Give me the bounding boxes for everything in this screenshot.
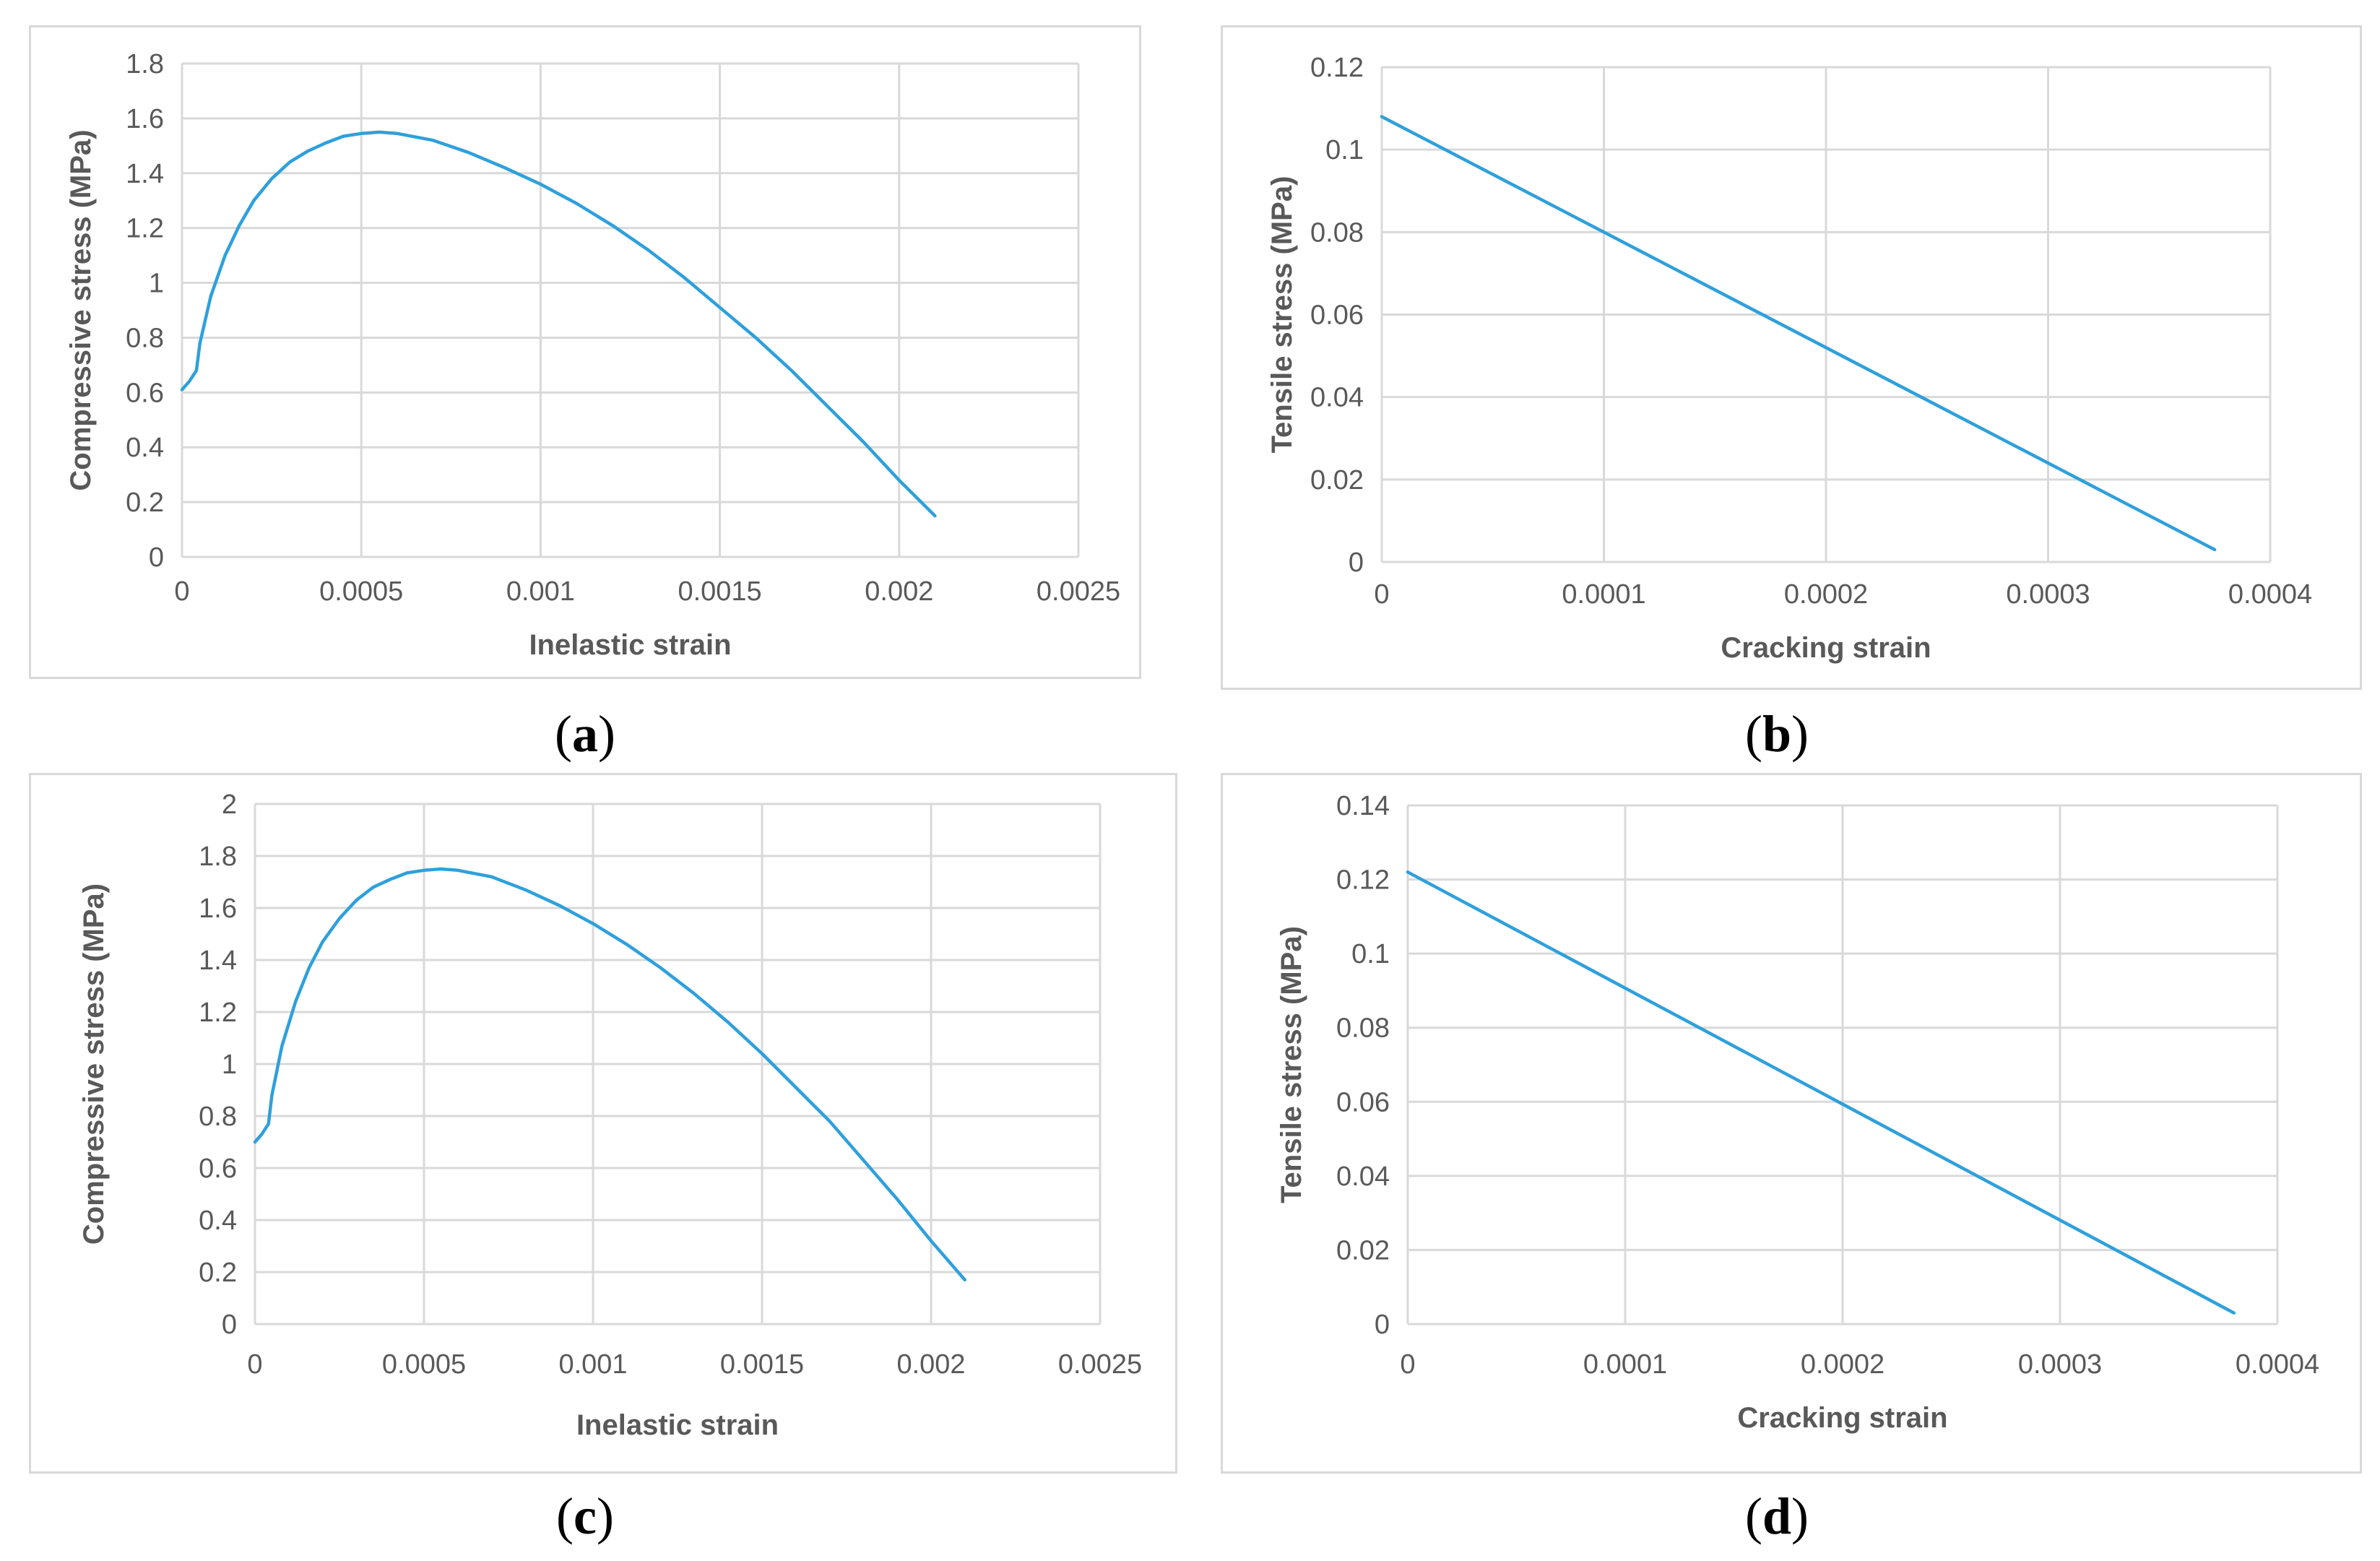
y-tick-label: 0.1 bbox=[1325, 135, 1364, 165]
chart-panel-c: 0 0.2 0.4 0.6 0.8 1 1.2 1.4 1.6 1.8 2 0 0.0005 0.001 0… bbox=[29, 773, 1177, 1474]
x-tick-label: 0 bbox=[1400, 1349, 1415, 1380]
y-tick-label: 0.6 bbox=[126, 378, 164, 408]
x-tick-label: 0.0004 bbox=[2236, 1349, 2319, 1380]
caption-b: (b) bbox=[1744, 705, 1809, 763]
y-tick-label: 2 bbox=[222, 790, 237, 820]
series-line-tensile bbox=[1406, 870, 2236, 1315]
x-tick-label: 0.0005 bbox=[382, 1349, 466, 1380]
y-tick-label: 0.12 bbox=[1310, 53, 1364, 83]
y-tick-label: 0.06 bbox=[1336, 1087, 1390, 1117]
y-tick-label: 0.2 bbox=[126, 488, 164, 518]
x-tick-label: 0.0025 bbox=[1058, 1349, 1142, 1380]
y-tick-label: 1.8 bbox=[126, 49, 164, 79]
chart-a-svg: 0 0.2 0.4 0.6 0.8 1 1.2 1.4 1.6 1.8 0 0.0005 0.001 0.… bbox=[65, 49, 1120, 661]
x-tick-label: 0.0015 bbox=[720, 1349, 804, 1380]
x-tick-label: 0.0001 bbox=[1583, 1349, 1667, 1380]
x-tick-label: 0.002 bbox=[865, 576, 933, 607]
y-tick-label: 0.04 bbox=[1310, 383, 1364, 413]
y-tick-label: 0.08 bbox=[1310, 217, 1364, 248]
x-tick-label: 0.001 bbox=[506, 576, 575, 607]
caption-a: (a) bbox=[555, 705, 615, 763]
x-tick-label: 0.0015 bbox=[678, 576, 761, 607]
y-tick-label: 1.6 bbox=[199, 894, 237, 924]
y-tick-label: 1.2 bbox=[199, 998, 237, 1028]
x-tick-label: 0.001 bbox=[558, 1349, 627, 1380]
caption-c: (c) bbox=[556, 1487, 614, 1545]
x-tick-label: 0 bbox=[247, 1349, 262, 1380]
y-tick-label: 0 bbox=[1375, 1310, 1390, 1340]
x-tick-label: 0.0003 bbox=[2006, 579, 2090, 610]
y-tick-label: 0.06 bbox=[1310, 300, 1364, 331]
x-axis-title: Cracking strain bbox=[1721, 632, 1931, 664]
y-tick-label: 0.08 bbox=[1336, 1013, 1390, 1044]
y-axis-title: Tensile stress (MPa) bbox=[1266, 176, 1298, 454]
y-tick-label: 0.8 bbox=[126, 323, 164, 353]
y-tick-label: 0.04 bbox=[1336, 1162, 1390, 1192]
x-tick-label: 0.0005 bbox=[319, 576, 403, 607]
x-tick-label: 0.0002 bbox=[1801, 1349, 1884, 1380]
x-tick-label: 0.0025 bbox=[1037, 576, 1120, 607]
chart-panel-d: 0 0.02 0.04 0.06 0.08 0.1 0.12 0.14 0 0.0001 0.000… bbox=[1221, 773, 2362, 1474]
x-tick-label: 0.0003 bbox=[2018, 1349, 2102, 1380]
y-tick-label: 0.12 bbox=[1336, 865, 1390, 896]
y-tick-label: 1.4 bbox=[126, 159, 164, 189]
series-line-compressive bbox=[253, 867, 967, 1282]
chart-c-svg: 0 0.2 0.4 0.6 0.8 1 1.2 1.4 1.6 1.8 2 0 0.0005 0.001 0… bbox=[78, 790, 1142, 1441]
x-axis-title: Cracking strain bbox=[1737, 1402, 1947, 1434]
y-tick-label: 0.02 bbox=[1310, 465, 1364, 496]
y-tick-label: 1 bbox=[149, 269, 164, 299]
x-tick-label: 0 bbox=[174, 576, 189, 607]
y-tick-label: 0.2 bbox=[199, 1258, 237, 1288]
y-tick-label: 0.4 bbox=[199, 1206, 237, 1236]
y-tick-label: 1.6 bbox=[126, 104, 164, 134]
y-tick-label: 0.14 bbox=[1336, 791, 1390, 821]
y-tick-label: 1.8 bbox=[199, 842, 237, 872]
x-axis-title: Inelastic strain bbox=[576, 1409, 779, 1441]
x-tick-label: 0 bbox=[1374, 579, 1389, 610]
x-tick-label: 0.0004 bbox=[2228, 579, 2312, 610]
series-line-tensile bbox=[1380, 115, 2217, 552]
y-tick-label: 1.2 bbox=[126, 214, 164, 244]
y-tick-label: 0.8 bbox=[199, 1102, 237, 1132]
y-tick-label: 0.02 bbox=[1336, 1235, 1390, 1266]
y-tick-label: 0.6 bbox=[199, 1154, 237, 1184]
chart-d-svg: 0 0.02 0.04 0.06 0.08 0.1 0.12 0.14 0 0.0001 0.000… bbox=[1276, 791, 2319, 1434]
x-tick-label: 0.002 bbox=[896, 1349, 965, 1380]
caption-d: (d) bbox=[1744, 1487, 1809, 1545]
y-tick-label: 0.4 bbox=[126, 433, 164, 463]
y-axis-title: Tensile stress (MPa) bbox=[1276, 926, 1307, 1203]
chart-b-svg: 0 0.02 0.04 0.06 0.08 0.1 0.12 0 0.0001 0.0002 0.0… bbox=[1266, 53, 2312, 664]
series-line-compressive bbox=[180, 130, 937, 518]
chart-panel-a: 0 0.2 0.4 0.6 0.8 1 1.2 1.4 1.6 1.8 0 0.0005 0.001 0.… bbox=[29, 25, 1141, 679]
x-tick-label: 0.0002 bbox=[1784, 579, 1868, 610]
y-tick-label: 0 bbox=[222, 1310, 237, 1340]
y-tick-label: 0.1 bbox=[1351, 939, 1390, 969]
chart-panel-b: 0 0.02 0.04 0.06 0.08 0.1 0.12 0 0.0001 0.0002 0.0… bbox=[1221, 25, 2362, 690]
y-tick-label: 0 bbox=[1349, 548, 1364, 578]
y-tick-label: 1.4 bbox=[199, 946, 237, 976]
y-axis-title: Compressive stress (MPa) bbox=[65, 129, 97, 490]
y-axis-title: Compressive stress (MPa) bbox=[78, 883, 110, 1245]
x-axis-title: Inelastic strain bbox=[529, 629, 731, 661]
y-tick-label: 0 bbox=[149, 542, 164, 573]
x-tick-label: 0.0001 bbox=[1562, 579, 1645, 610]
y-tick-label: 1 bbox=[222, 1050, 237, 1080]
